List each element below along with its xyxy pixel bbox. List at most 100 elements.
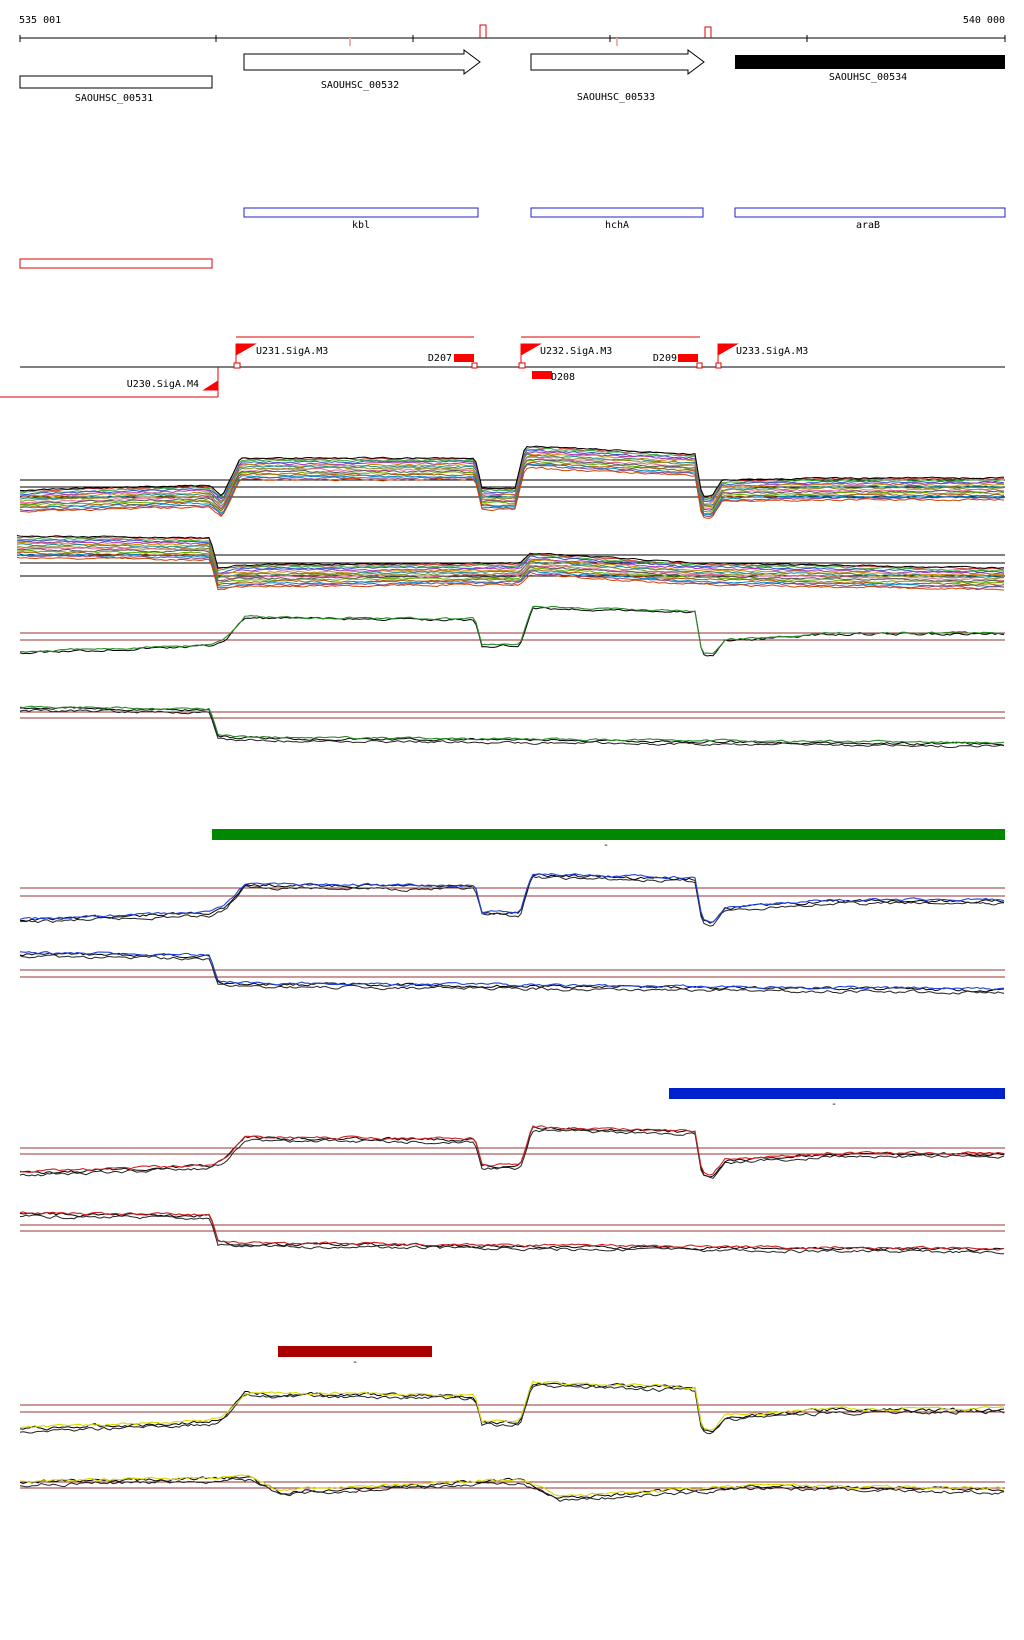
sample-trace [19,449,1005,502]
colored-trace [19,1211,1005,1251]
sample-trace [19,463,1005,516]
gene-name-label: araB [856,220,880,231]
promoter-label: U233.SigA.M3 [736,346,808,357]
gene-name-box[interactable] [734,207,1006,218]
terminator-block[interactable] [678,354,698,362]
coordinate-ruler: 535 001 540 000 [19,15,1006,46]
sample-trace [19,447,1005,500]
promoter-flag[interactable] [520,343,542,364]
trace-panel [19,705,1005,749]
sample-trace [16,546,1005,582]
promoter-label: U230.SigA.M4 [127,379,199,390]
black-trace [19,873,1005,924]
colored-trace [19,951,1005,991]
gene-track: SAOUHSC_00531 SAOUHSC_00532 SAOUHSC_0053… [19,49,1005,104]
sample-trace [17,542,1005,577]
condition-bar[interactable] [212,829,1005,840]
black-trace [19,1382,1005,1433]
colored-trace [19,873,1005,923]
sample-trace [19,461,1005,515]
sample-trace [16,540,1005,575]
colored-trace [19,605,1005,654]
sample-trace [16,535,1005,570]
terminator-label: D209 [653,353,677,364]
ruler-marker [704,26,712,38]
trace-panel [19,951,1005,995]
sample-trace [17,551,1005,586]
black-trace [19,1383,1005,1435]
sample-trace [19,453,1005,506]
sample-trace [16,545,1004,580]
sample-trace [16,537,1005,572]
gene-feature[interactable] [19,75,213,89]
promoter-flag[interactable] [235,343,257,364]
region-box[interactable] [19,258,213,269]
multi-sample-trace-panel [16,535,1005,591]
black-trace [19,952,1005,993]
gene-name-track: kbl hchA araB [243,207,1006,231]
terminator-label: D207 [428,353,452,364]
trace-panel [19,1380,1005,1435]
condition-bar-label: - [352,1357,358,1368]
condition-bar[interactable] [669,1088,1005,1099]
sample-trace [16,554,1004,590]
terminator-block[interactable] [532,371,552,379]
sample-trace [19,445,1005,498]
promoter-flag[interactable] [717,343,739,364]
sample-trace [16,543,1005,579]
ruler-marker [479,24,487,38]
trace-panel [19,873,1005,927]
gene-label: SAOUHSC_00533 [577,92,655,103]
transcription-unit-track: U231.SigA.M3 D207 U232.SigA.M3 D208 D209… [0,336,1005,398]
condition-bar-label: - [603,840,609,851]
black-trace [19,954,1005,995]
gene-name-label: hchA [605,220,629,231]
condition-bar-label: - [831,1099,837,1110]
sample-trace [19,464,1004,518]
terminator-block[interactable] [454,354,474,362]
trace-panel [19,1125,1005,1179]
promoter-flag[interactable] [202,380,219,391]
gene-feature-filled[interactable] [735,55,1005,69]
promoter-label: U231.SigA.M3 [256,346,328,357]
trace-panel [19,1474,1005,1502]
gene-name-box[interactable] [243,207,479,218]
black-trace [19,875,1005,927]
promoter-label: U232.SigA.M3 [540,346,612,357]
sample-trace [19,455,1005,508]
sample-trace [16,548,1005,583]
trace-panel [19,605,1005,657]
sample-trace [16,553,1005,588]
gene-name-label: kbl [352,220,370,231]
gene-arrow[interactable] [243,49,481,75]
colored-trace [19,1380,1005,1431]
gene-label: SAOUHSC_00532 [321,80,399,91]
colored-trace [19,705,1005,744]
gene-arrow[interactable] [530,49,705,75]
condition-bar[interactable] [278,1346,432,1357]
sample-trace [16,549,1005,584]
sample-trace [16,556,1005,591]
black-trace [19,706,1005,746]
black-trace [19,708,1005,749]
gene-name-box[interactable] [530,207,704,218]
black-trace [19,1214,1005,1255]
colored-trace [19,1474,1005,1497]
ruler-start-label: 535 001 [19,15,61,26]
terminator-label: D208 [551,372,575,383]
black-trace [19,1126,1005,1178]
sample-trace [19,466,1005,519]
ruler-end-label: 540 000 [963,15,1005,26]
gene-label: SAOUHSC_00534 [829,72,907,83]
black-trace [19,606,1005,657]
trace-panel [19,1211,1005,1255]
sample-trace [19,460,1005,513]
sample-trace [19,452,1005,505]
sample-trace [19,451,1005,503]
multi-sample-trace-panel [19,445,1005,519]
sample-trace [16,535,1005,569]
black-trace [19,1129,1005,1179]
sample-trace [19,456,1005,510]
gene-label: SAOUHSC_00531 [75,93,153,104]
